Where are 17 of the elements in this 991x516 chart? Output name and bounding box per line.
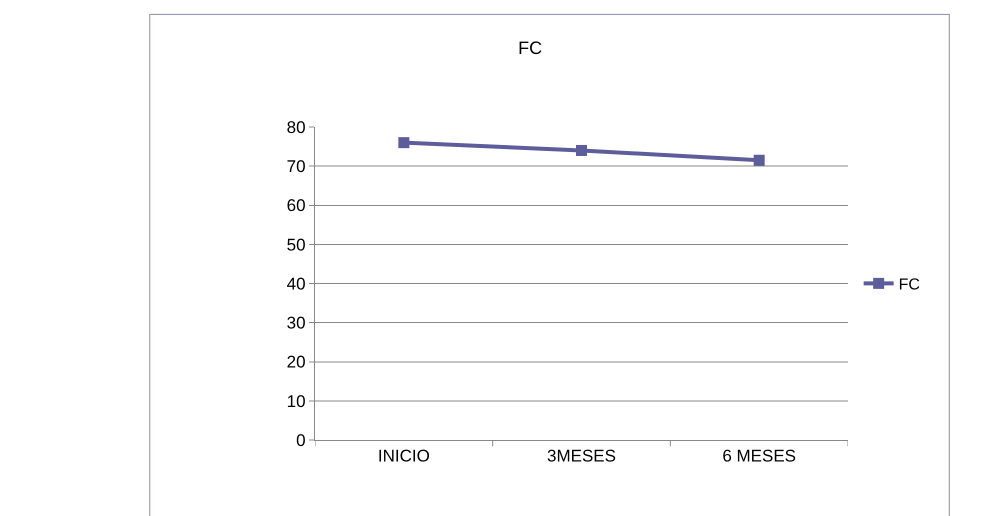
x-tick-label: 6 MESES — [722, 446, 796, 466]
point — [576, 144, 587, 156]
y-tick-label: 50 — [286, 235, 306, 254]
y-tick-label: 80 — [286, 118, 306, 137]
y-tick-label: 30 — [286, 314, 306, 333]
y-tick-label: 70 — [286, 157, 306, 176]
chart-title: FC — [518, 38, 542, 58]
y-tick-label: 20 — [286, 352, 306, 372]
x-tick-label: 3MESES — [547, 446, 616, 466]
point — [398, 137, 410, 148]
point — [754, 154, 765, 166]
y-tick-label: 0 — [296, 430, 306, 450]
y-tick-label: 60 — [286, 196, 306, 216]
legend-label: FC — [898, 276, 920, 294]
x-tick-label: INICIO — [378, 446, 430, 466]
y-tick-label: 10 — [286, 392, 306, 411]
y-tick-label: 40 — [286, 274, 306, 294]
